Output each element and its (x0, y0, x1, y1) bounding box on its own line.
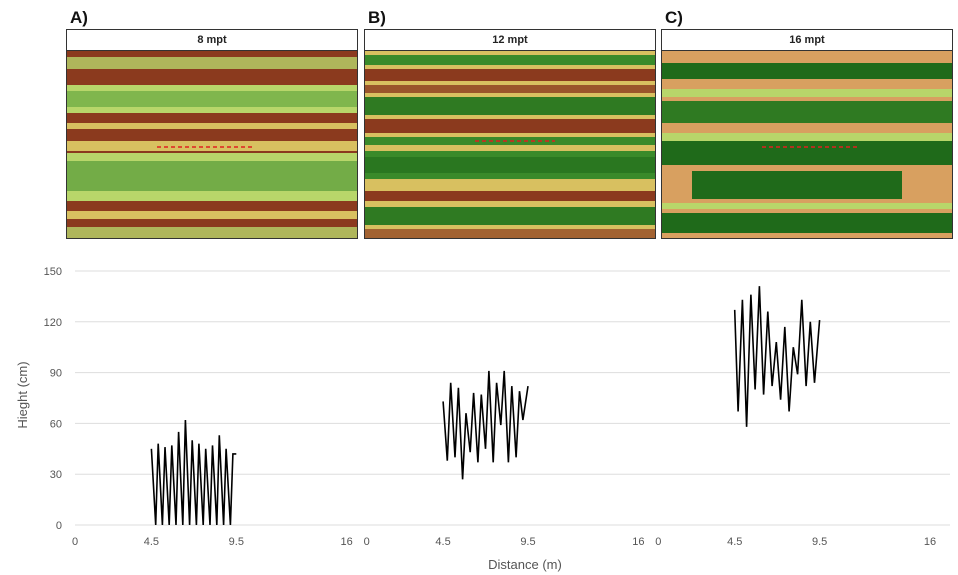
x-tick-label: 4.5 (727, 536, 742, 548)
canopy-height-map-b (365, 51, 655, 238)
x-tick-label: 9.5 (812, 536, 827, 548)
y-axis-title: Hieght (cm) (15, 361, 30, 428)
x-axis-title: Distance (m) (488, 557, 562, 572)
x-tick-label: 4.5 (435, 536, 450, 548)
panel-letter-a: A) (70, 8, 88, 27)
x-tick-label: 16 (341, 536, 353, 548)
series-line-panel-1 (150, 419, 237, 526)
x-tick-label: 0 (364, 536, 370, 548)
y-tick-label: 30 (50, 469, 62, 481)
panel-title-a: 8 mpt (67, 30, 357, 51)
series-lines (150, 286, 821, 526)
panel-b: 12 mpt (364, 29, 656, 239)
panel-a: 8 mpt (66, 29, 358, 239)
x-tick-label: 9.5 (229, 536, 244, 548)
y-tick-labels: 0 30 60 90 120 150 (44, 266, 62, 532)
y-tick-label: 150 (44, 266, 62, 278)
panel-title-b: 12 mpt (365, 30, 655, 51)
x-tick-label: 4.5 (144, 536, 159, 548)
y-tick-label: 0 (56, 520, 62, 532)
panel-letter-b: B) (368, 8, 386, 27)
x-tick-label: 9.5 (520, 536, 535, 548)
x-tick-label: 0 (72, 536, 78, 548)
panel-letter-c: C) (665, 8, 683, 27)
x-tick-label: 16 (924, 536, 936, 548)
panel-c: 16 mpt (661, 29, 953, 239)
map-image-b (365, 51, 655, 238)
canopy-height-map-a (67, 51, 357, 238)
series-line-panel-2 (442, 370, 529, 480)
y-tick-label: 60 (50, 418, 62, 430)
x-tick-label: 16 (632, 536, 644, 548)
x-tick-labels: 0 4.5 9.5 16 0 4.5 9.5 16 0 4.5 9.5 16 (72, 536, 936, 548)
map-image-c (662, 51, 952, 238)
panel-title-c: 16 mpt (662, 30, 952, 51)
canopy-height-map-c (662, 51, 952, 238)
x-tick-label: 0 (655, 536, 661, 548)
series-line-panel-3 (733, 286, 821, 427)
map-image-a (67, 51, 357, 238)
y-tick-label: 120 (44, 317, 62, 329)
height-profile-chart: 0 30 60 90 120 150 0 4.5 9.5 16 0 4.5 9.5 16 0 4.5 9.5 1… (15, 266, 950, 572)
y-tick-label: 90 (50, 368, 62, 380)
